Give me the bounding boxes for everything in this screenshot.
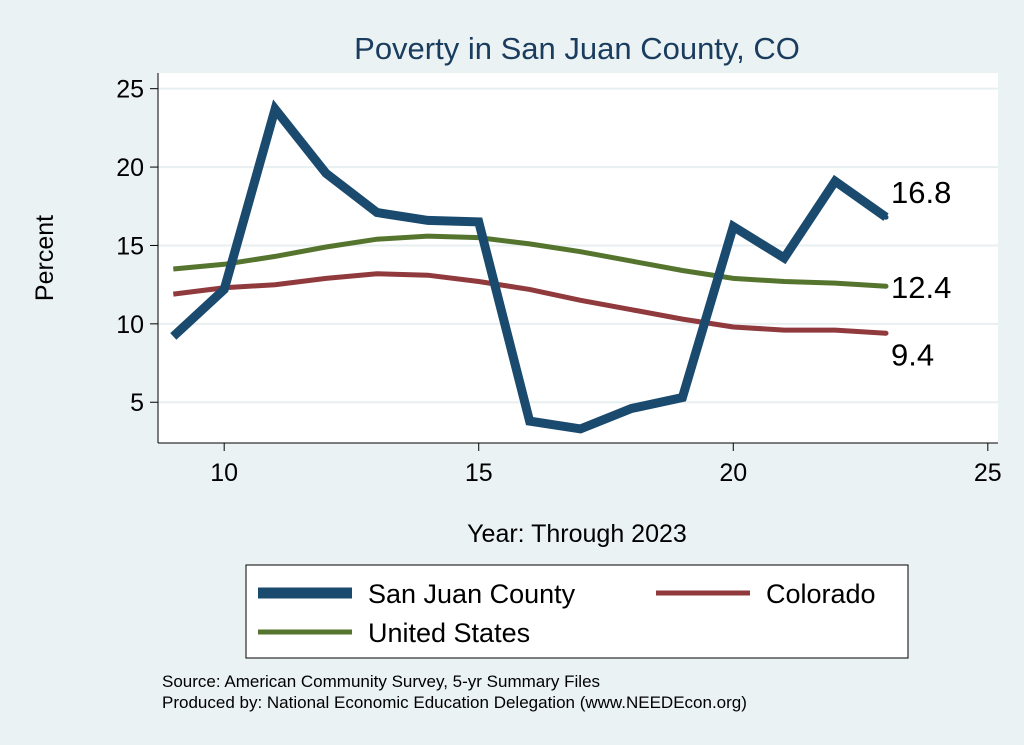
series-line-san-juan-county: [170, 99, 889, 434]
end-labels: 16.8 9.4 12.4: [883, 175, 951, 372]
x-ticks: 10 15 20 25: [210, 443, 1002, 487]
y-tick-label-5: 5: [130, 389, 144, 417]
legend-label-colorado: Colorado: [766, 579, 876, 609]
producer-note: Produced by: National Economic Education…: [162, 693, 747, 712]
y-axis-label: Percent: [31, 215, 59, 301]
y-tick-label-20: 20: [116, 154, 144, 182]
y-tick-label-10: 10: [116, 311, 144, 339]
series-lines: [170, 99, 889, 434]
end-label-san-juan-county: 16.8: [891, 175, 951, 210]
y-tick-label-15: 15: [116, 232, 144, 260]
x-tick-label-25: 25: [974, 459, 1002, 487]
chart-title: Poverty in San Juan County, CO: [354, 31, 800, 66]
x-tick-label-15: 15: [465, 459, 493, 487]
end-marker-united-states: [883, 283, 889, 289]
y-tick-label-25: 25: [116, 76, 144, 104]
legend: San Juan County Colorado United States: [245, 564, 909, 659]
end-label-colorado: 9.4: [891, 337, 934, 372]
series-line-united-states: [173, 233, 887, 289]
x-tick-label-20: 20: [719, 459, 747, 487]
x-axis-label: Year: Through 2023: [467, 520, 687, 548]
axes: [157, 73, 998, 444]
source-note: Source: American Community Survey, 5-yr …: [162, 672, 600, 691]
end-marker-colorado: [883, 330, 889, 336]
end-marker-san-juan-county: [883, 214, 889, 220]
grid-lines: [158, 87, 998, 404]
end-label-united-states: 12.4: [891, 270, 951, 305]
legend-label-united-states: United States: [368, 618, 530, 648]
y-ticks: 5 10 15 20 25: [116, 76, 158, 417]
legend-label-san-juan-county: San Juan County: [368, 579, 576, 609]
series-line-colorado: [172, 271, 887, 336]
plot-area: [158, 73, 998, 443]
x-tick-label-10: 10: [210, 459, 238, 487]
legend-box: [245, 564, 909, 659]
